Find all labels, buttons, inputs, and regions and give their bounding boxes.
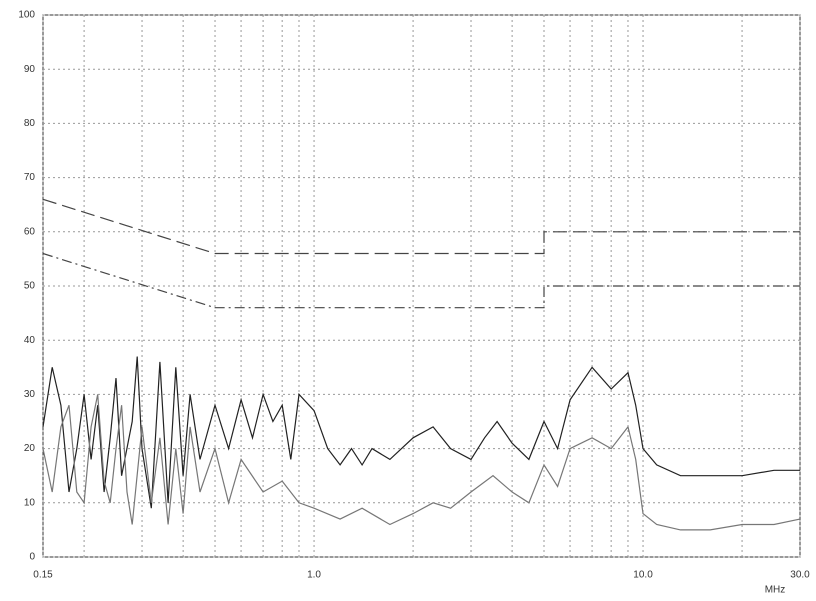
x-axis-label: MHz [765,585,786,596]
y-tick-label: 50 [24,281,36,292]
chart: MHz 0 10 20 30 40 50 60 70 80 90 100 0.15 1.0 10.0 30.… [0,0,816,601]
y-tick-label: 10 [24,497,36,508]
y-tick-label: 90 [24,64,36,75]
y-tick-label: 80 [24,118,36,129]
y-tick-label: 40 [24,335,36,346]
y-tick-label: 100 [18,10,35,21]
y-tick-label: 20 [24,443,36,454]
x-tick-label: 1.0 [307,570,321,581]
y-tick-label: 70 [24,172,36,183]
x-tick-label: 0.15 [33,570,53,581]
x-tick-label: 30.0 [790,570,810,581]
y-tick-label: 60 [24,226,36,237]
y-tick-label: 30 [24,389,36,400]
y-tick-label: 0 [29,552,35,563]
x-tick-label: 10.0 [633,570,653,581]
